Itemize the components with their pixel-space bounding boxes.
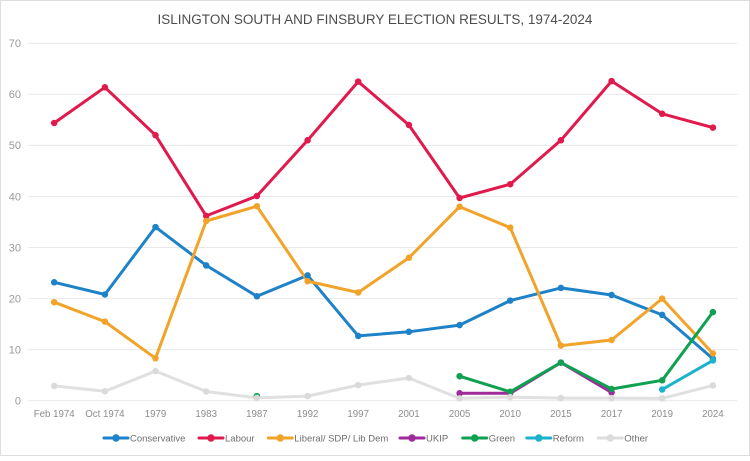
svg-text:1992: 1992: [297, 409, 319, 420]
svg-text:Liberal/ SDP/ Lib Dem: Liberal/ SDP/ Lib Dem: [294, 433, 388, 444]
svg-text:2019: 2019: [651, 409, 673, 420]
svg-text:60: 60: [9, 89, 21, 101]
svg-text:2010: 2010: [499, 409, 521, 420]
svg-text:2017: 2017: [601, 409, 623, 420]
svg-text:2015: 2015: [550, 409, 572, 420]
svg-text:Other: Other: [624, 433, 648, 444]
svg-text:70: 70: [9, 38, 21, 50]
svg-text:UKIP: UKIP: [426, 433, 448, 444]
svg-text:ISLINGTON SOUTH AND FINSBURY E: ISLINGTON SOUTH AND FINSBURY ELECTION RE…: [158, 12, 593, 27]
svg-text:2024: 2024: [702, 409, 724, 420]
svg-text:1979: 1979: [145, 409, 167, 420]
svg-text:10: 10: [9, 344, 21, 356]
svg-text:Feb 1974: Feb 1974: [34, 409, 76, 420]
svg-text:1987: 1987: [246, 409, 268, 420]
svg-text:20: 20: [9, 293, 21, 305]
svg-text:Reform: Reform: [553, 433, 584, 444]
svg-text:Conservative: Conservative: [130, 433, 185, 444]
svg-text:30: 30: [9, 242, 21, 254]
svg-text:1997: 1997: [347, 409, 369, 420]
svg-text:2001: 2001: [398, 409, 420, 420]
svg-text:50: 50: [9, 140, 21, 152]
svg-text:Oct 1974: Oct 1974: [85, 409, 125, 420]
svg-text:Green: Green: [489, 433, 515, 444]
svg-text:40: 40: [9, 191, 21, 203]
svg-text:0: 0: [15, 396, 21, 408]
svg-text:2005: 2005: [449, 409, 471, 420]
svg-text:Labour: Labour: [225, 433, 255, 444]
svg-text:1983: 1983: [195, 409, 217, 420]
